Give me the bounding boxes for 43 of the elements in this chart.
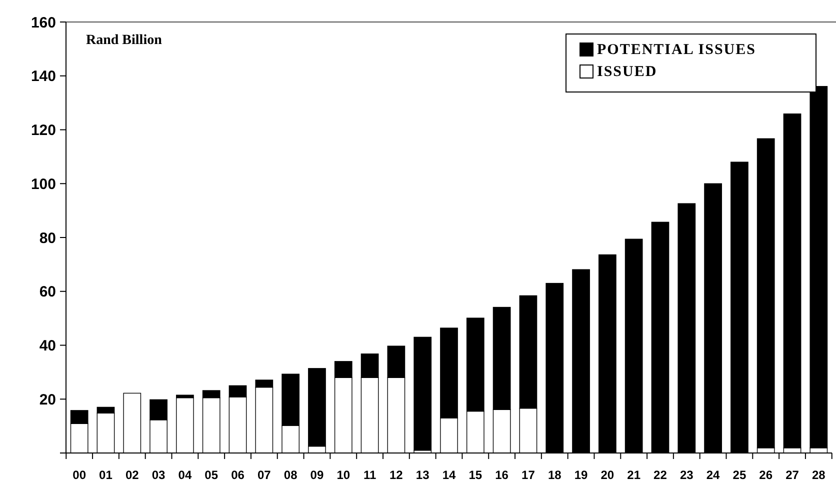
x-tick-label: 06 bbox=[231, 468, 245, 482]
y-tick-label: 100 bbox=[30, 176, 56, 193]
x-tick-label: 01 bbox=[99, 468, 113, 482]
x-tick-label: 17 bbox=[522, 468, 536, 482]
x-tick-label: 11 bbox=[363, 468, 376, 482]
x-tick-label: 03 bbox=[152, 468, 166, 482]
y-axis-title: Rand Billion bbox=[86, 33, 162, 48]
y-tick-label: 40 bbox=[39, 338, 56, 354]
x-tick-label: 12 bbox=[390, 468, 404, 482]
legend-label: ISSUED bbox=[597, 64, 658, 80]
x-tick-label: 27 bbox=[786, 468, 800, 482]
y-tick-label: 80 bbox=[39, 230, 56, 247]
legend-label: POTENTIAL ISSUES bbox=[597, 42, 756, 58]
x-tick-label: 00 bbox=[72, 468, 86, 482]
x-tick-label: 28 bbox=[812, 468, 826, 482]
x-tick-label: 05 bbox=[204, 468, 218, 482]
x-tick-label: 25 bbox=[732, 468, 746, 482]
y-tick-label: 140 bbox=[30, 68, 56, 86]
bar bbox=[756, 138, 775, 448]
y-tick-label: 60 bbox=[39, 284, 56, 301]
x-tick-label: 15 bbox=[468, 468, 482, 482]
x-tick-label: 24 bbox=[706, 468, 720, 482]
x-tick-label: 08 bbox=[284, 468, 298, 482]
x-tick-label: 18 bbox=[548, 468, 562, 482]
x-tick-label: 19 bbox=[574, 468, 588, 482]
x-tick-label: 04 bbox=[178, 468, 192, 482]
x-tick-label: 20 bbox=[600, 468, 614, 482]
x-tick-label: 23 bbox=[680, 468, 694, 482]
x-tick-label: 09 bbox=[310, 468, 324, 482]
x-tick-label: 16 bbox=[495, 468, 509, 482]
x-tick-label: 14 bbox=[442, 468, 456, 482]
bar bbox=[414, 336, 432, 451]
x-tick-label: 13 bbox=[416, 468, 430, 482]
x-tick-label: 07 bbox=[257, 468, 272, 482]
x-tick-label: 22 bbox=[654, 468, 668, 482]
y-tick-label: 20 bbox=[39, 391, 56, 408]
x-tick-label: 26 bbox=[759, 468, 773, 482]
x-tick-label: 02 bbox=[125, 468, 140, 482]
y-tick-label: 120 bbox=[30, 122, 56, 139]
x-tick-label: 21 bbox=[627, 468, 641, 482]
x-tick-label: 10 bbox=[336, 468, 350, 482]
y-tick-label: 160 bbox=[30, 14, 56, 32]
bar bbox=[783, 114, 802, 448]
